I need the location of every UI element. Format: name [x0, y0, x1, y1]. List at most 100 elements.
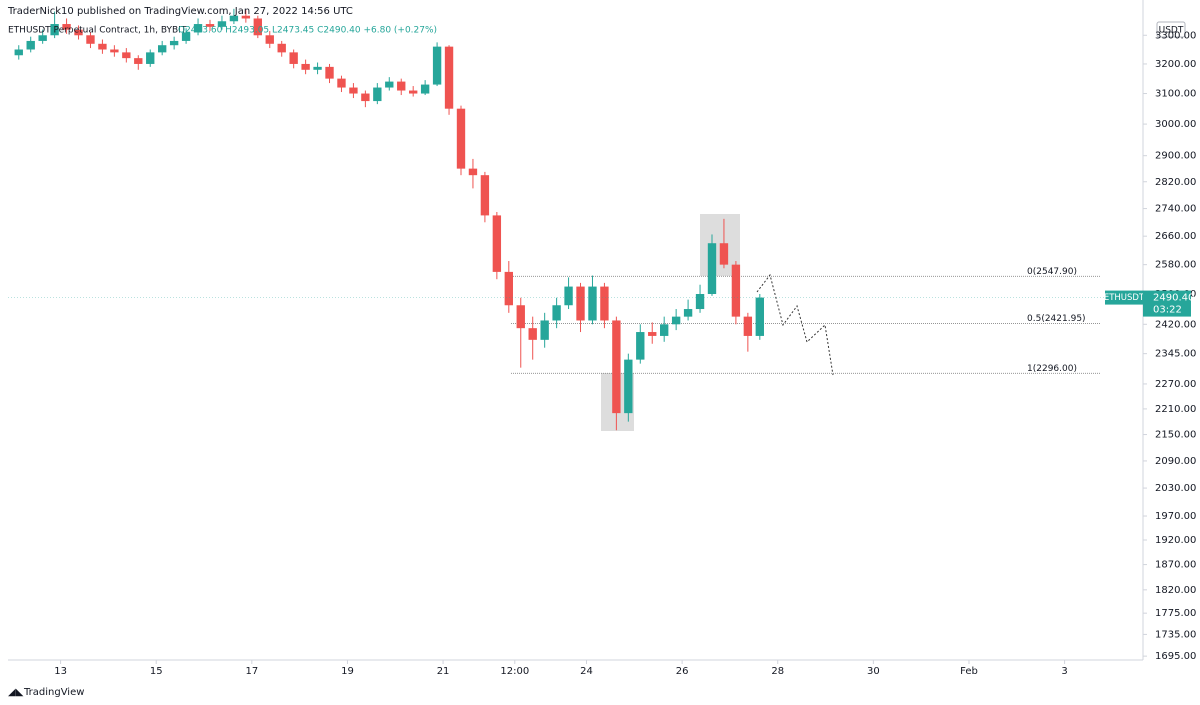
header-title: TraderNick10 published on TradingView.co… [7, 6, 353, 17]
candle-body [409, 90, 418, 94]
y-tick-label: 1735.00 [1155, 629, 1196, 640]
candle-body [671, 316, 681, 325]
candle-body [492, 215, 502, 272]
candle-body [612, 320, 621, 414]
candle-body [576, 286, 585, 321]
y-tick-label: 2820.00 [1155, 177, 1196, 188]
candle-body [26, 40, 35, 50]
y-tick-label: 3200.00 [1155, 59, 1196, 70]
symbol-label: ETHUSDT Perpetual Contract, 1h, BYBIT [8, 26, 187, 36]
candle-body [122, 52, 131, 59]
x-tick-label: 13 [54, 666, 67, 677]
x-tick-label: 12:00 [500, 666, 529, 677]
x-tick-label: 24 [580, 666, 593, 677]
candle-body [86, 35, 95, 44]
candle-body [456, 108, 466, 169]
candle-body [420, 84, 430, 94]
candle-body [648, 332, 657, 336]
x-tick-label: Feb [960, 666, 978, 677]
x-tick-label: 17 [245, 666, 258, 677]
x-tick-label: 30 [867, 666, 880, 677]
candle-body [146, 52, 155, 64]
x-tick-label: 21 [437, 666, 450, 677]
y-tick-label: 1820.00 [1155, 585, 1196, 596]
y-tick-label: 2900.00 [1155, 151, 1196, 162]
candle-body [229, 15, 239, 22]
candle-body [564, 286, 573, 306]
candle-body [193, 24, 203, 33]
candle-body [373, 87, 382, 102]
candle-body [62, 24, 71, 30]
candle-body [277, 43, 286, 53]
candle-body [74, 29, 83, 36]
candle-body [636, 332, 645, 360]
candle-body [444, 46, 454, 109]
candle-body [552, 305, 561, 321]
candle-body [50, 24, 59, 36]
footer-text: TradingView [23, 687, 84, 698]
candle-body [528, 328, 537, 340]
y-tick-label: 2740.00 [1155, 204, 1196, 215]
y-tick-label: 2150.00 [1155, 430, 1196, 441]
y-tick-label: 2660.00 [1155, 231, 1196, 242]
candle-body [217, 21, 227, 27]
x-tick-label: 28 [771, 666, 784, 677]
candle-body [397, 81, 406, 91]
candle-body [38, 35, 47, 41]
y-tick-label: 1870.00 [1155, 560, 1196, 571]
candle-body [600, 286, 609, 321]
fib-label: 0.5(2421.95) [1027, 314, 1086, 324]
candle-body [695, 293, 705, 310]
candle-body [385, 81, 394, 88]
footer-logo: ◢◣ [8, 687, 24, 698]
candle-body [337, 78, 346, 88]
candle-body [683, 309, 693, 317]
x-tick-label: 15 [150, 666, 163, 677]
plot-area [8, 8, 1143, 431]
countdown-label: 03:22 [1153, 305, 1182, 316]
y-tick-label: 2210.00 [1155, 404, 1196, 415]
last-price-box [1143, 290, 1191, 317]
fib-label: 0(2547.90) [1027, 267, 1077, 277]
y-tick-label: 2345.00 [1155, 349, 1196, 360]
candle-body [624, 359, 633, 414]
candle-body [158, 45, 167, 53]
candle-body [253, 18, 262, 36]
fib-label: 1(2296.00) [1027, 364, 1077, 374]
candle-body [301, 63, 310, 70]
ohlc-label: O2483.60 H2493.05 L2473.45 C2490.40 +6.8… [178, 26, 437, 36]
projection-path [756, 273, 834, 376]
candle-body [134, 58, 143, 64]
candle-body [516, 305, 525, 329]
candle-body [110, 49, 119, 53]
candle-body [289, 52, 298, 64]
y-tick-label: 1920.00 [1155, 535, 1196, 546]
candle-body [432, 46, 442, 85]
y-tick-label: 1775.00 [1155, 608, 1196, 619]
candle-body [707, 243, 717, 294]
candle-body [325, 66, 334, 79]
candle-body [169, 40, 179, 46]
candle-body [241, 15, 251, 19]
candle-body [731, 264, 741, 317]
y-tick-label: 2270.00 [1155, 379, 1196, 390]
price-tag: ETHUSDT [1104, 293, 1145, 303]
candle-body [719, 243, 729, 265]
candle-body [349, 87, 358, 94]
y-tick-label: 3100.00 [1155, 89, 1196, 100]
candle-body [540, 320, 549, 340]
candle-body [480, 175, 490, 216]
candle-body [743, 316, 753, 336]
x-tick-label: 26 [676, 666, 689, 677]
x-tick-label: 3 [1061, 666, 1067, 677]
candle-body [755, 297, 764, 336]
last-price-label: 2490.40 [1153, 293, 1194, 304]
y-tick-label: 2580.00 [1155, 260, 1196, 271]
candle-body [468, 168, 478, 176]
y-tick-label: 3000.00 [1155, 119, 1196, 130]
candle-body [660, 324, 669, 336]
y-tick-label: 1695.00 [1155, 651, 1196, 662]
y-tick-label: 2420.00 [1155, 319, 1196, 330]
